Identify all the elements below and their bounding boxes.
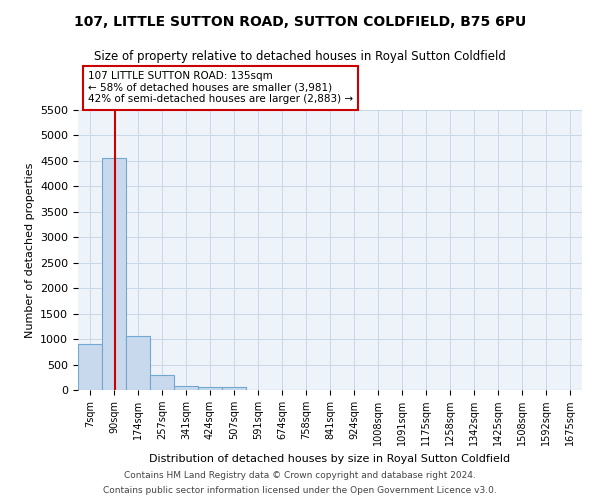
Y-axis label: Number of detached properties: Number of detached properties (25, 162, 35, 338)
Text: Contains HM Land Registry data © Crown copyright and database right 2024.: Contains HM Land Registry data © Crown c… (124, 471, 476, 480)
Text: Size of property relative to detached houses in Royal Sutton Coldfield: Size of property relative to detached ho… (94, 50, 506, 63)
Bar (102, 158, 126, 390)
Bar (174, 386, 198, 390)
Text: 107, LITTLE SUTTON ROAD, SUTTON COLDFIELD, B75 6PU: 107, LITTLE SUTTON ROAD, SUTTON COLDFIEL… (74, 15, 526, 29)
Text: Contains public sector information licensed under the Open Government Licence v3: Contains public sector information licen… (103, 486, 497, 495)
Bar (222, 387, 246, 390)
Bar (126, 336, 150, 390)
Text: 107 LITTLE SUTTON ROAD: 135sqm
← 58% of detached houses are smaller (3,981)
42% : 107 LITTLE SUTTON ROAD: 135sqm ← 58% of … (88, 71, 353, 104)
Bar (150, 374, 174, 390)
Bar (78, 344, 102, 390)
X-axis label: Distribution of detached houses by size in Royal Sutton Coldfield: Distribution of detached houses by size … (149, 454, 511, 464)
Bar (198, 387, 222, 390)
